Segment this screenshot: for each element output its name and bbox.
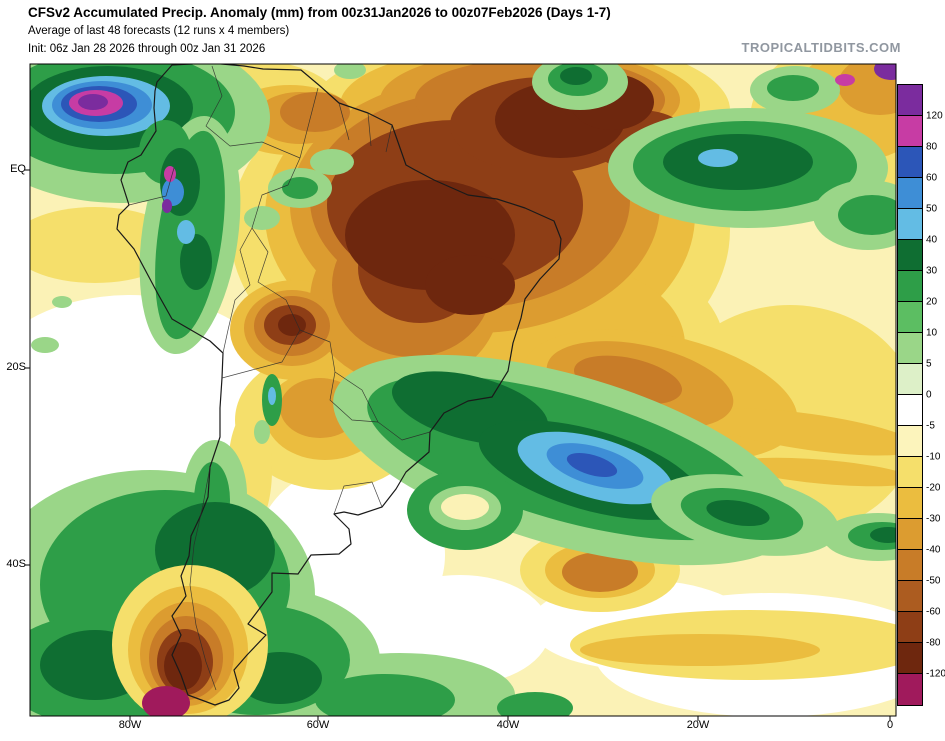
anomaly-field (30, 64, 896, 716)
colorbar-label: 20 (926, 296, 938, 308)
colorbar-label: -5 (926, 420, 935, 432)
x-tick-label: 20W (686, 719, 710, 731)
map-frame (29, 63, 897, 717)
init-time-range: Init: 06z Jan 28 2026 through 00z Jan 31… (28, 43, 266, 55)
wet-anomaly-southeast-band (254, 354, 896, 566)
wet-anomaly-tropical-atlantic (608, 64, 896, 250)
colorbar-segment (898, 395, 922, 426)
colorbar-label: 50 (926, 203, 938, 215)
colorbar-label: 10 (926, 327, 938, 339)
y-tick-label: 40S (6, 558, 26, 570)
colorbar-label: -120 (926, 668, 945, 680)
colorbar-segment (898, 519, 922, 550)
colorbar-segment (898, 209, 922, 240)
colorbar-label: 80 (926, 141, 938, 153)
colorbar-label: -40 (926, 544, 941, 556)
colorbar-label: 30 (926, 265, 938, 277)
colorbar-segment (898, 550, 922, 581)
colorbar-segment (898, 147, 922, 178)
colorbar-segment (898, 674, 922, 705)
colorbar-segment (898, 364, 922, 395)
wet-anomaly-andes-band (139, 115, 241, 355)
colorbar-label: -30 (926, 513, 941, 525)
x-tick-label: 40W (496, 719, 520, 731)
colorbar-label: 5 (926, 358, 932, 370)
colorbar-label: 0 (926, 389, 932, 401)
x-tick-label: 0 (886, 719, 894, 731)
colorbar-label: -60 (926, 606, 941, 618)
site-watermark: TROPICALTIDBITS.COM (741, 40, 901, 55)
colorbar-segment (898, 116, 922, 147)
colorbar-label: 60 (926, 172, 938, 184)
x-tick-label: 60W (306, 719, 330, 731)
map-subtitle: Average of last 48 forecasts (12 runs x … (28, 25, 290, 37)
dry-anomaly-southern-tip (112, 565, 268, 716)
colorbar-segment (898, 333, 922, 364)
colorbar-segment (898, 271, 922, 302)
colorbar-label: -20 (926, 482, 941, 494)
colorbar-segment (898, 85, 922, 116)
wet-anomaly-north-spots (244, 64, 628, 230)
colorbar-segment (898, 426, 922, 457)
map-title: CFSv2 Accumulated Precip. Anomaly (mm) f… (28, 5, 611, 20)
colorbar-label: -10 (926, 451, 941, 463)
colorbar-segment (898, 581, 922, 612)
axis-tick-marks (25, 169, 891, 721)
x-tick-label: 80W (118, 719, 142, 731)
country-borders (128, 65, 431, 691)
y-tick-label: EQ (10, 163, 26, 175)
colorbar-label: 40 (926, 234, 938, 246)
colorbar-segment (898, 240, 922, 271)
colorbar-segment (898, 488, 922, 519)
colorbar-segment (898, 643, 922, 674)
y-tick-label: 20S (6, 361, 26, 373)
colorbar-segment (898, 612, 922, 643)
colorbar-label: -80 (926, 637, 941, 649)
colorbar-segment (898, 178, 922, 209)
colorbar-segment (898, 302, 922, 333)
colorbar-label: 120 (926, 110, 943, 122)
colorbar-label: -50 (926, 575, 941, 587)
colorbar-segment (898, 457, 922, 488)
colorbar (897, 84, 923, 706)
